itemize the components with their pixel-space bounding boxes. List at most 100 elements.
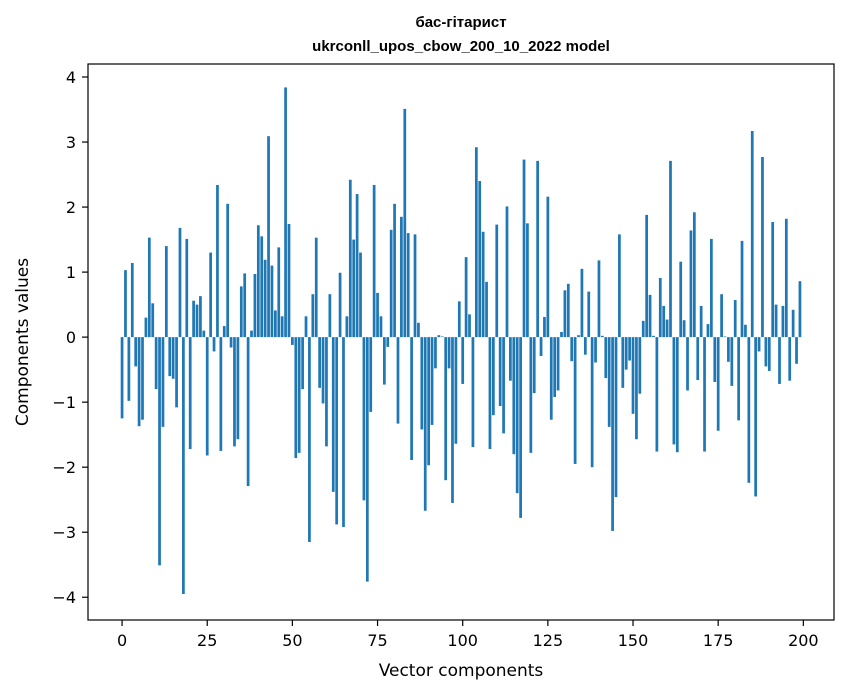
bar-58 [318, 337, 321, 388]
bar-120 [529, 337, 533, 453]
bar-31 [226, 203, 230, 338]
bar-186 [754, 337, 758, 497]
bar-170 [699, 305, 703, 338]
x-tick-label: 75 [367, 631, 387, 650]
bar-21 [192, 300, 195, 338]
bar-114 [509, 337, 512, 381]
bar-25 [205, 337, 209, 456]
bar-161 [669, 160, 672, 338]
bar-164 [679, 261, 683, 338]
bar-116 [515, 337, 519, 494]
bar-132 [570, 337, 574, 362]
bar-197 [791, 309, 795, 338]
bar-126 [549, 337, 553, 420]
bar-20 [188, 337, 192, 449]
bar-6 [141, 337, 144, 420]
bar-55 [308, 337, 311, 542]
bar-105 [478, 181, 482, 338]
bar-19 [185, 238, 189, 338]
bar-94 [440, 336, 444, 338]
bar-92 [434, 337, 437, 369]
bar-8 [147, 237, 151, 338]
bar-171 [703, 337, 706, 452]
bar-199 [798, 281, 802, 338]
bar-118 [522, 159, 526, 338]
bar-34 [236, 337, 240, 440]
bar-4 [134, 337, 138, 367]
bar-123 [539, 337, 543, 356]
bar-190 [767, 337, 771, 371]
bar-3 [130, 262, 134, 338]
bar-144 [611, 337, 614, 531]
bar-125 [546, 196, 550, 338]
bar-111 [498, 337, 502, 407]
y-tick-label: 3 [66, 133, 76, 152]
bar-154 [645, 214, 649, 338]
bar-176 [720, 294, 723, 338]
bar-107 [485, 281, 488, 338]
bar-110 [495, 224, 499, 338]
bar-153 [641, 320, 645, 338]
chart-title: бас-гітарист [415, 14, 506, 31]
bar-189 [764, 337, 768, 367]
bar-113 [505, 206, 509, 338]
y-tick-label: −3 [52, 523, 76, 542]
plot-frame [87, 63, 835, 621]
bar-53 [301, 337, 304, 390]
bar-130 [563, 290, 567, 338]
bar-14 [168, 337, 172, 377]
bar-33 [233, 337, 236, 447]
bar-75 [376, 292, 379, 338]
bar-166 [686, 337, 689, 391]
bar-124 [543, 316, 546, 338]
bar-7 [144, 317, 148, 338]
bar-140 [597, 260, 601, 338]
y-tick-label: 0 [66, 328, 76, 347]
y-tick-label: −4 [52, 588, 76, 607]
bar-24 [202, 330, 206, 338]
bar-182 [740, 240, 744, 338]
bar-79 [389, 229, 393, 338]
bar-104 [474, 147, 478, 338]
bar-46 [277, 247, 281, 338]
bar-42 [263, 259, 267, 338]
bar-83 [403, 108, 407, 338]
bar-40 [256, 225, 260, 338]
bar-47 [280, 316, 284, 338]
y-tick-label: 2 [66, 198, 76, 217]
bar-198 [795, 337, 798, 364]
bar-112 [502, 337, 505, 434]
bar-192 [774, 304, 778, 338]
bar-29 [219, 337, 223, 451]
bar-145 [614, 337, 618, 498]
bar-179 [730, 337, 734, 386]
bar-1 [124, 270, 127, 338]
bar-137 [587, 291, 591, 338]
bar-191 [771, 222, 775, 338]
bar-139 [594, 337, 597, 363]
bar-69 [355, 194, 359, 338]
bar-172 [706, 324, 710, 338]
bar-37 [246, 337, 250, 487]
bar-119 [526, 223, 529, 338]
bar-175 [716, 337, 720, 431]
bar-136 [583, 337, 587, 355]
bar-32 [229, 337, 233, 348]
x-axis-label: Vector components [379, 661, 544, 681]
bar-60 [325, 337, 328, 447]
bar-22 [195, 304, 199, 338]
bar-195 [784, 218, 788, 338]
bar-162 [672, 337, 676, 445]
bar-177 [723, 336, 727, 338]
bar-39 [253, 274, 257, 338]
bar-68 [352, 239, 356, 338]
bar-147 [621, 337, 625, 388]
bar-158 [658, 277, 662, 338]
bar-12 [161, 337, 165, 427]
bar-102 [468, 314, 471, 338]
x-tick-label: 150 [618, 631, 649, 650]
bar-157 [655, 337, 659, 452]
y-tick-label: −1 [52, 393, 76, 412]
bar-122 [536, 160, 540, 338]
